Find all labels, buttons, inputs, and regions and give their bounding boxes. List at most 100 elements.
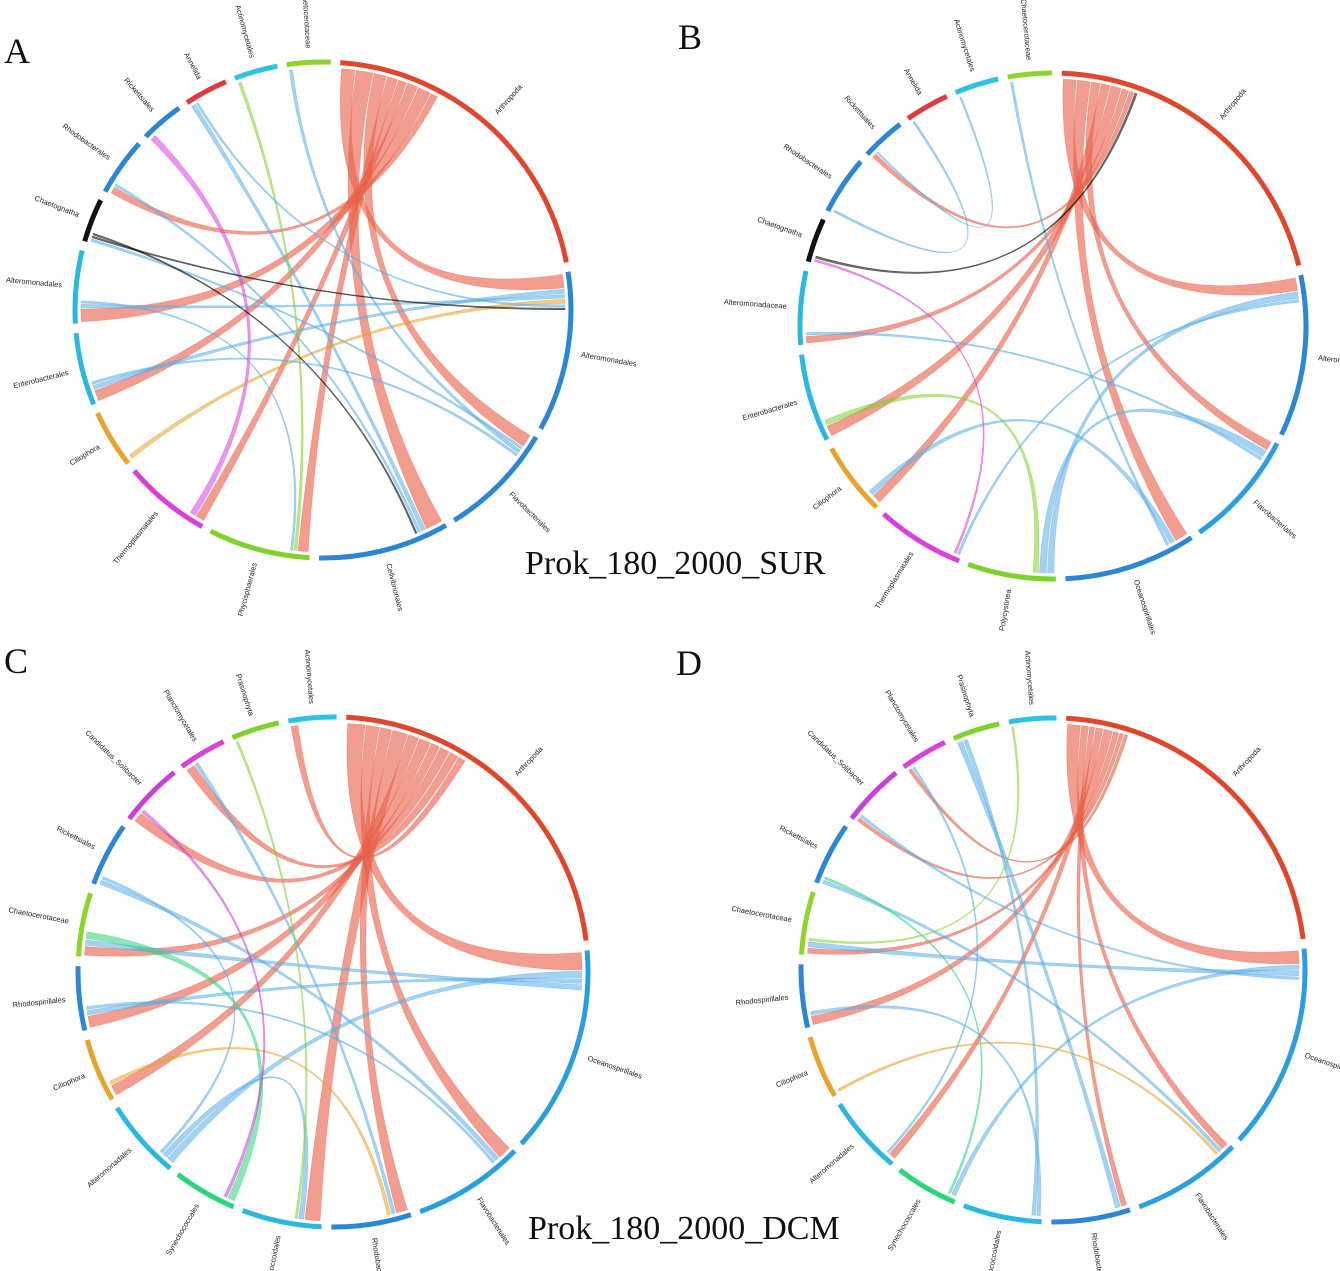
chord-ribbon <box>808 726 1020 944</box>
segment-label: Actinomycetales <box>233 4 257 59</box>
chord-ribbon <box>963 739 1039 1216</box>
segment-arc <box>1066 715 1306 940</box>
segment-arc <box>1051 1207 1131 1225</box>
segment-label: Alteromonadales <box>85 1145 133 1189</box>
chord-ribbon <box>92 232 418 535</box>
segment-arc <box>287 714 337 724</box>
segment-label: Ciliophora <box>811 484 844 512</box>
segment-label: Alteromonadaceae <box>724 297 787 310</box>
segment-label: Chaetocerotaceae <box>731 904 793 924</box>
chord-ribbon <box>1010 81 1170 546</box>
segment-arc <box>954 76 999 95</box>
chord-panel-a: Arthropoda Alteromonadales Flavobacteriale… <box>6 0 638 617</box>
chord-ribbon <box>814 259 985 554</box>
chord-ribbon <box>162 1076 309 1220</box>
caption-sur: Prok_180_2000_SUR <box>525 545 826 582</box>
chord-ribbon <box>822 879 1222 1153</box>
segment-label: Flavobacteriales <box>507 490 552 535</box>
segment-arc <box>346 714 589 941</box>
chord-ribbon <box>807 731 1120 955</box>
chord-ribbon <box>128 298 566 459</box>
chord-ribbon <box>868 419 1175 544</box>
segment-label: Arthropoda <box>1231 744 1263 778</box>
segment-label: Arthropoda <box>1217 86 1248 121</box>
segment-label: Enterobacterales <box>741 398 798 423</box>
segment-arc <box>231 720 280 740</box>
segment-arc <box>1237 948 1308 1142</box>
segment-label: Actinomycetales <box>303 649 316 704</box>
chord-ribbon <box>101 876 236 1154</box>
segment-arc <box>286 59 331 68</box>
segment-label: Polycystinea <box>997 588 1013 632</box>
segment-label: Flavobacteriales <box>475 1196 512 1247</box>
segment-arc <box>849 770 898 821</box>
segment-arc <box>798 964 811 1029</box>
segment-arc <box>814 824 849 884</box>
segment-label: Rhodospirillales <box>735 993 789 1008</box>
chord-ribbon <box>110 93 438 235</box>
segment-arc <box>519 950 591 1146</box>
segment-label: Dehalococcoidales <box>261 1234 283 1271</box>
segment-label: Rhodobacterales <box>782 142 834 181</box>
segment-arc <box>829 447 879 510</box>
segment-label: Alteromonadales <box>1318 353 1340 369</box>
chord-ribbon <box>824 393 1040 573</box>
segment-arc <box>419 1149 517 1214</box>
chord-ribbon <box>108 1047 392 1216</box>
segment-label: Actinomycetales <box>1023 650 1036 705</box>
segment-label: Oceanospirillales <box>1132 578 1158 635</box>
segment-label: Synechococcales <box>164 1202 201 1257</box>
chord-ribbon <box>186 751 459 869</box>
segment-label: Candidatus_Solibacter <box>806 728 867 787</box>
segment-arc <box>132 469 204 529</box>
segment-arc <box>91 825 126 885</box>
segment-label: Thermoplasmatales <box>111 509 160 566</box>
chord-ribbon <box>956 299 1300 556</box>
segment-label: Synechococcales <box>886 1197 923 1252</box>
segment-arc <box>1065 535 1193 582</box>
chord-ribbon <box>1073 79 1188 541</box>
segment-arc <box>176 1172 235 1210</box>
chord-panel-d: Arthropoda Oceanospirillales Flavobacteria… <box>731 650 1340 1271</box>
chord-ribbon <box>908 734 1129 863</box>
segment-label: Candidatus_Solibacter <box>83 728 144 787</box>
segment-arc <box>807 1036 837 1098</box>
chord-ribbon <box>85 931 263 1202</box>
segment-label: Flavobacteriales <box>1193 1191 1230 1242</box>
segment-arc <box>967 562 1056 582</box>
segment-label: Annelida <box>902 67 925 98</box>
chord-ribbon <box>288 69 521 454</box>
segment-label: Phycisphaerales <box>236 561 259 617</box>
segment-arc <box>538 271 574 430</box>
chord-ribbon <box>957 740 1121 1209</box>
segment-arc <box>319 523 448 561</box>
chord-ribbon <box>99 879 500 1162</box>
segment-arc <box>72 249 85 324</box>
segment-label: Chaetognatha <box>756 215 804 240</box>
segment-arc <box>837 1102 894 1166</box>
chord-ribbon <box>141 809 266 1198</box>
segment-arc <box>114 1106 172 1171</box>
segment-label: Flavobacteriales <box>1251 498 1298 541</box>
chord-panel-c: Arthropoda Oceanospirillales Flavobacteria… <box>8 649 644 1271</box>
segment-arc <box>233 63 278 81</box>
segment-arc <box>825 159 863 213</box>
segment-arc <box>882 512 961 564</box>
segment-arc <box>1279 274 1309 436</box>
segment-arc <box>95 412 131 465</box>
segment-arc <box>180 739 225 769</box>
segment-arc <box>340 60 569 263</box>
segment-label: Rhodospirillales <box>12 995 66 1010</box>
segment-label: Alteromonadales <box>6 275 63 289</box>
segment-label: Thermoplasmatales <box>873 550 916 611</box>
chord-ribbon <box>86 1001 495 1164</box>
chord-ribbon <box>857 732 1124 879</box>
segment-arc <box>952 721 1000 741</box>
segment-arc <box>1008 715 1057 725</box>
chord-ribbon <box>80 300 297 551</box>
panel-letter-a: A <box>4 31 30 71</box>
panel-letter-b: B <box>678 17 703 57</box>
chord-ribbon <box>238 81 304 551</box>
segment-label: Annelida <box>182 51 204 82</box>
